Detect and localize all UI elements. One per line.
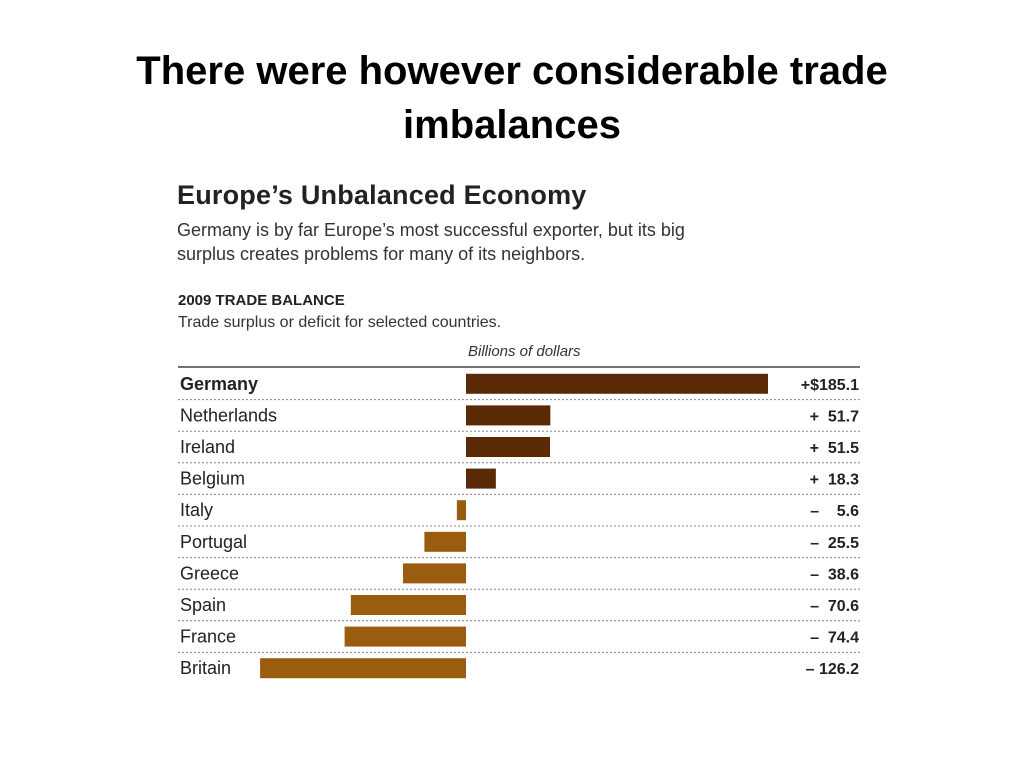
category-label: Britain bbox=[180, 658, 231, 678]
bar-portugal bbox=[424, 531, 466, 552]
value-label: – 70.6 bbox=[810, 598, 859, 615]
category-label: Netherlands bbox=[180, 405, 277, 425]
section-subtitle: Trade surplus or deficit for selected co… bbox=[178, 314, 502, 331]
slide-title-line-2: imbalances bbox=[403, 103, 621, 147]
value-label: +$185.1 bbox=[801, 377, 859, 394]
bar-britain bbox=[260, 658, 466, 679]
bar-spain bbox=[350, 595, 466, 615]
slide-title: There were however considerable trade im… bbox=[60, 44, 964, 152]
chart-description-line-2: surplus creates problems for many of its… bbox=[177, 244, 586, 264]
value-label: – 5.6 bbox=[810, 503, 859, 520]
bar-germany bbox=[466, 373, 768, 394]
bar-italy bbox=[456, 500, 466, 521]
chart-title: Europe’s Unbalanced Economy bbox=[177, 180, 587, 210]
chart-description: Germany is by far Europe’s most successf… bbox=[177, 218, 857, 266]
slide-title-line-1: There were however considerable trade bbox=[136, 49, 888, 93]
value-label: – 74.4 bbox=[810, 630, 859, 647]
category-label: Spain bbox=[180, 595, 226, 615]
category-label: France bbox=[180, 627, 236, 647]
category-label: Belgium bbox=[180, 469, 245, 489]
value-label: + 51.7 bbox=[810, 408, 859, 425]
category-label: Germany bbox=[180, 374, 258, 394]
bar-greece bbox=[403, 563, 466, 584]
value-label: – 38.6 bbox=[810, 566, 859, 583]
section-label: 2009 TRADE BALANCE bbox=[178, 292, 345, 309]
category-label: Ireland bbox=[180, 437, 235, 457]
value-label: + 51.5 bbox=[810, 440, 859, 457]
bar-belgium bbox=[466, 468, 496, 489]
value-label: – 126.2 bbox=[806, 661, 859, 678]
value-label: + 18.3 bbox=[810, 472, 859, 489]
units-label: Billions of dollars bbox=[468, 343, 581, 360]
category-label: Italy bbox=[180, 500, 213, 520]
bar-netherlands bbox=[466, 405, 551, 426]
bar-ireland bbox=[466, 437, 551, 457]
category-label: Portugal bbox=[180, 532, 247, 552]
chart-description-line-1: Germany is by far Europe’s most successf… bbox=[177, 220, 685, 240]
value-label: – 25.5 bbox=[810, 535, 859, 552]
category-label: Greece bbox=[180, 563, 239, 583]
bar-france bbox=[344, 626, 466, 647]
